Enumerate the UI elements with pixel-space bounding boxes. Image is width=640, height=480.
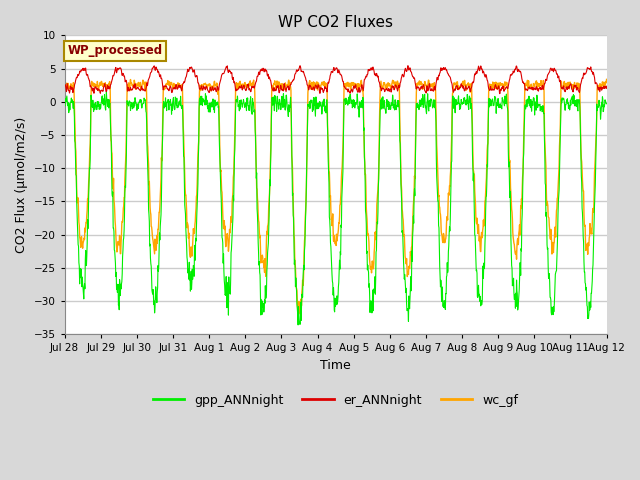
Y-axis label: CO2 Flux (μmol/m2/s): CO2 Flux (μmol/m2/s) <box>15 117 28 253</box>
Text: WP_processed: WP_processed <box>67 44 163 57</box>
Legend: gpp_ANNnight, er_ANNnight, wc_gf: gpp_ANNnight, er_ANNnight, wc_gf <box>148 389 523 411</box>
X-axis label: Time: Time <box>320 359 351 372</box>
Title: WP CO2 Fluxes: WP CO2 Fluxes <box>278 15 393 30</box>
